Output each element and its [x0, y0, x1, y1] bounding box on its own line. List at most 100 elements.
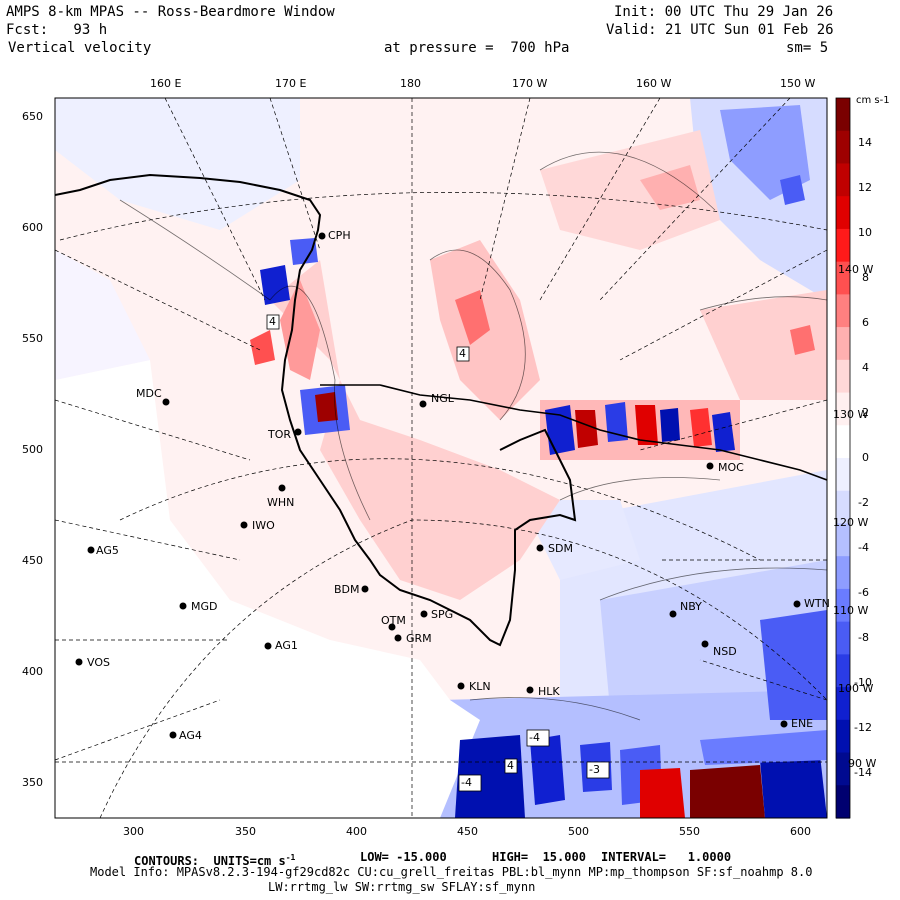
pressure-level: at pressure = 700 hPa	[384, 40, 570, 56]
station-label-kln: KLN	[469, 680, 491, 693]
station-label-otm: OTM	[381, 614, 406, 627]
station-label-moc: MOC	[718, 461, 744, 474]
contour-label: -4	[461, 776, 472, 789]
vertical-velocity-field	[55, 98, 827, 818]
lon-label-130w: 130 W	[833, 408, 869, 421]
left-tick-550: 550	[22, 332, 43, 345]
lon-label-110w: 110 W	[833, 604, 869, 617]
coastline	[55, 173, 577, 647]
colorbar-label: -10	[854, 676, 872, 689]
colorbar-label: -4	[858, 541, 869, 554]
station-label-tor: TOR	[268, 428, 292, 441]
colorbar-swatch	[836, 130, 850, 165]
bottom-tick-550: 550	[679, 825, 700, 838]
contour-label: -4	[529, 731, 540, 744]
station-label-mgd: MGD	[191, 600, 218, 613]
colorbar-swatch	[836, 228, 850, 263]
contour-label: -3	[589, 763, 600, 776]
station-label-ene: ENE	[791, 717, 814, 730]
footer-model-info2: LW:rrtmg_lw SW:rrtmg_sw SFLAY:sf_mynn	[268, 880, 536, 894]
footer-contours: CONTOURS: UNITS=cm s-1	[134, 853, 296, 868]
top-tick-150w: 150 W	[780, 77, 816, 90]
lon-label-140w: 140 W	[838, 263, 874, 276]
colorbar-swatch	[836, 556, 850, 590]
station-label-wtn: WTN	[804, 597, 830, 610]
colorbar-unit: cm s-1	[856, 95, 890, 106]
left-tick-600: 600	[22, 221, 43, 234]
colorbar-label: 10	[858, 226, 872, 239]
colorbar-swatch	[836, 261, 850, 295]
colorbar-swatch	[836, 458, 850, 492]
colorbar	[836, 98, 850, 819]
colorbar-swatch	[836, 588, 850, 623]
colorbar-swatch	[836, 359, 850, 394]
colorbar-swatch	[836, 785, 850, 819]
left-tick-400: 400	[22, 665, 43, 678]
station-label-ag1: AG1	[275, 639, 298, 652]
map-title: AMPS 8-km MPAS -- Ross-Beardmore Window	[6, 4, 335, 20]
contour-label: 4	[507, 759, 514, 772]
colorbar-label: 12	[858, 181, 872, 194]
colorbar-label: -2	[858, 496, 869, 509]
contour-label: 4	[459, 347, 466, 360]
left-tick-650: 650	[22, 110, 43, 123]
bottom-tick-450: 450	[457, 825, 478, 838]
station-label-cph: CPH	[328, 229, 351, 242]
colorbar-swatch	[836, 752, 850, 786]
bottom-tick-400: 400	[346, 825, 367, 838]
colorbar-label: -14	[854, 766, 872, 779]
left-tick-500: 500	[22, 443, 43, 456]
colorbar-swatch	[836, 719, 850, 754]
colorbar-label: -8	[858, 631, 869, 644]
station-label-hlk: HLK	[538, 685, 560, 698]
footer-model-info: Model Info: MPASv8.2.3-194-gf29cd82c CU:…	[90, 865, 813, 879]
station-dots	[75, 232, 801, 739]
station-label-whn: WHN	[267, 496, 295, 509]
smoothing: sm= 5	[786, 40, 829, 56]
top-tick-170w: 170 W	[512, 77, 548, 90]
lon-label-100w: 100 W	[838, 682, 874, 695]
colorbar-label: 0	[862, 451, 869, 464]
colorbar-label: 4	[862, 361, 869, 374]
station-label-bdm: BDM	[334, 583, 360, 596]
bottom-tick-600: 600	[790, 825, 811, 838]
colorbar-label: 2	[862, 406, 869, 419]
contour-label: 4	[269, 315, 276, 328]
lon-label-120w: 120 W	[833, 516, 869, 529]
colorbar-label: -12	[854, 721, 872, 734]
station-label-spg: SPG	[431, 608, 454, 621]
station-label-ag4: AG4	[179, 729, 202, 742]
colorbar-swatch	[836, 294, 850, 328]
left-tick-450: 450	[22, 554, 43, 567]
bottom-tick-500: 500	[568, 825, 589, 838]
colorbar-swatch	[836, 392, 850, 426]
top-tick-170e: 170 E	[275, 77, 307, 90]
station-label-vos: VOS	[87, 656, 110, 669]
station-label-nby: NBY	[680, 600, 702, 613]
colorbar-swatch	[836, 654, 850, 688]
bottom-tick-300: 300	[123, 825, 144, 838]
left-tick-350: 350	[22, 776, 43, 789]
colorbar-label: -6	[858, 586, 869, 599]
colorbar-swatch	[836, 163, 850, 197]
top-tick-160e: 160 E	[150, 77, 182, 90]
colorbar-swatch	[836, 196, 850, 230]
station-label-nsd: NSD	[713, 645, 737, 658]
valid-time: Valid: 21 UTC Sun 01 Feb 26	[606, 22, 834, 38]
init-time: Init: 00 UTC Thu 29 Jan 26	[614, 4, 834, 20]
colorbar-swatch	[836, 523, 850, 557]
colorbar-label: 14	[858, 136, 872, 149]
station-label-iwo: IWO	[252, 519, 275, 532]
station-label-sdm: SDM	[548, 542, 573, 555]
forecast-hour: Fcst: 93 h	[6, 22, 108, 38]
station-label-grm: GRM	[406, 632, 432, 645]
field-name: Vertical velocity	[8, 40, 152, 56]
colorbar-swatch	[836, 490, 850, 525]
colorbar-swatch	[836, 327, 850, 361]
colorbar-swatch	[836, 621, 850, 655]
top-tick-160w: 160 W	[636, 77, 672, 90]
colorbar-label: 8	[862, 271, 869, 284]
plot-frame	[54, 97, 828, 819]
footer-interval: INTERVAL= 1.0000	[601, 850, 732, 864]
